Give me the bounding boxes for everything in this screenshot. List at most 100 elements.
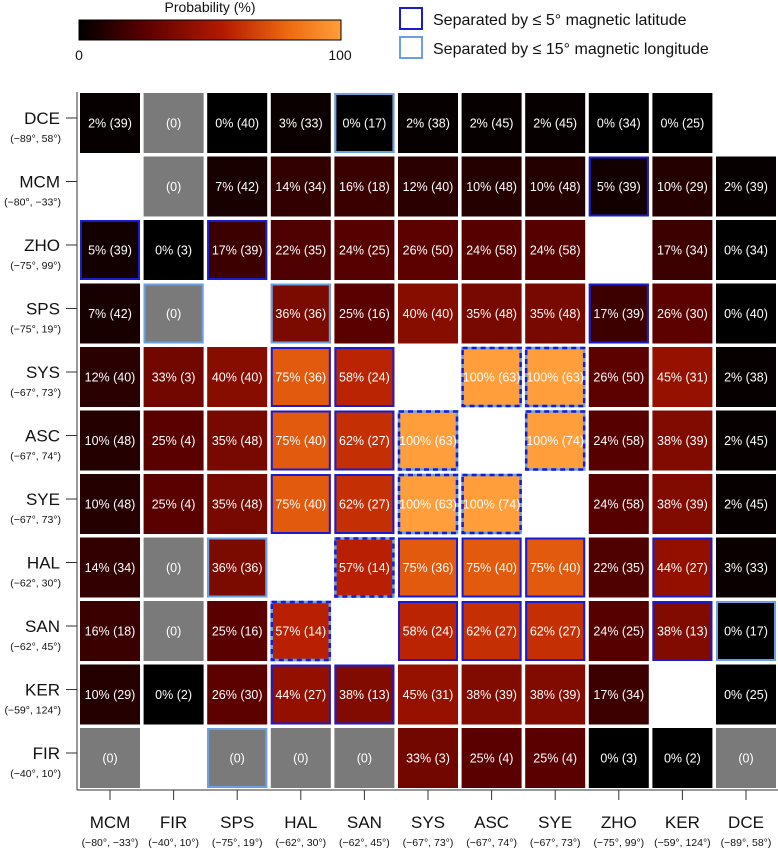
cell-fill [143,93,204,153]
heatmap-cells: 2% (39) (0) 0% (40) 3% (33) 0% (17) 2% (38) 2%… [80,93,776,788]
row-label: MCM (−80°, −33°) [4,173,77,209]
heatmap-cell: 75% (36) [270,347,331,407]
cell-fill [716,537,776,598]
heatmap-cell: 44% (27) [270,664,331,725]
cell-fill [143,410,204,471]
lat-border [270,347,331,407]
heatmap-cell: 75% (40) [525,537,586,598]
heatmap-cell: 10% (48) [461,156,522,217]
cell-label: 75% (40) [466,561,517,575]
cell-fill [588,283,649,344]
column-label: SYE (−67°, 73°) [530,790,581,849]
column-label: MCM (−80°, −33°) [82,790,139,849]
heatmap-cell: 38% (39) [461,664,522,725]
cell-fill [461,601,522,661]
heatmap-cell: (0) [143,601,204,661]
cell-label: 14% (34) [85,561,136,575]
heatmap-cell: (0) [80,728,140,788]
cell-label: 100% (63) [399,434,457,448]
heatmap-cell: 33% (3) [398,728,458,788]
cell-fill [588,347,649,407]
cell-fill [334,474,395,534]
cell-label: 100% (63) [526,371,584,385]
heatmap-cell: 17% (34) [588,664,649,725]
heatmap-cell: 0% (34) [716,220,776,280]
heatmap-cell: 2% (45) [716,410,776,471]
heatmap-cell: 100% (63) [461,346,522,408]
row-label: SAN (−62°, 45°) [10,617,77,653]
cell-fill [207,156,268,217]
column-coord: (−75°, 19°) [212,837,263,849]
cell-label: 38% (39) [530,688,581,702]
lon-border [716,601,776,661]
cell-fill [207,220,268,280]
heatmap-cell: 7% (42) [207,156,268,217]
cell-label: 45% (31) [403,688,454,702]
column-label: KER (−59°, 124°) [654,790,711,849]
heatmap-cell: 2% (45) [525,93,586,153]
cell-label: 24% (58) [593,498,644,512]
colorbar: Probability (%) 0 100 [75,0,352,63]
heatmap-cell: 5% (39) [80,220,140,280]
cell-label: (0) [166,625,181,639]
cell-fill [525,410,586,471]
heatmap-cell: 75% (36) [398,537,458,598]
row-code: ZHO [24,236,60,255]
lat-border [461,346,522,408]
heatmap-cell: 24% (25) [588,601,649,661]
cell-fill [525,537,586,598]
heatmap-cell: 0% (2) [652,728,713,788]
cell-label: 62% (27) [466,625,517,639]
cell-fill [143,283,204,344]
cell-label: 40% (40) [403,307,454,321]
column-coord: (−89°, 58°) [721,837,772,849]
cell-fill [461,664,522,725]
lat-border [525,601,586,661]
cell-label: 0% (25) [661,117,705,131]
cell-fill [270,283,331,344]
column-code: HAL [284,813,317,832]
cell-fill [525,93,586,153]
column-label: SYS (−67°, 73°) [403,790,453,849]
cell-fill [334,156,395,217]
column-code: MCM [90,813,131,832]
cell-label: 0% (17) [343,117,387,131]
column-code: SPS [220,813,254,832]
cell-fill [398,93,458,153]
cell-fill [461,283,522,344]
cell-label: 62% (27) [530,625,581,639]
cell-label: 58% (24) [339,371,390,385]
cell-label: 12% (40) [403,180,454,194]
cell-label: 38% (39) [657,498,708,512]
row-label: FIR (−40°, 10°) [10,744,77,780]
cell-fill [461,347,522,407]
cell-label: 2% (45) [724,434,768,448]
cell-label: 100% (74) [526,434,584,448]
cell-label: 0% (40) [215,117,259,131]
heatmap-cell: 75% (40) [270,410,331,471]
cell-fill [588,728,649,788]
colorbar-min-label: 0 [75,47,83,63]
cell-fill [525,347,586,407]
lat-border [588,156,649,217]
cell-fill [270,601,331,661]
heatmap-cell: (0) [143,156,204,217]
cell-label: 75% (36) [275,371,326,385]
row-code: ASC [25,427,60,446]
cell-fill [525,220,586,280]
column-coord: (−80°, −33°) [82,837,139,849]
heatmap-cell: 7% (42) [80,283,140,344]
heatmap-cell: 24% (25) [334,220,395,280]
heatmap-cell: 0% (3) [143,220,204,280]
heatmap-cell: 25% (16) [334,283,395,344]
column-code: KER [665,813,700,832]
cell-label: (0) [738,752,753,766]
cell-label: 10% (48) [466,180,517,194]
lat-border [524,410,586,471]
cell-label: 12% (40) [85,371,136,385]
cell-label: 45% (31) [657,371,708,385]
lat-border [652,601,713,661]
heatmap-cell: 0% (40) [716,283,776,344]
heatmap-cell: 45% (31) [398,664,458,725]
colorbar-gradient [78,19,342,41]
